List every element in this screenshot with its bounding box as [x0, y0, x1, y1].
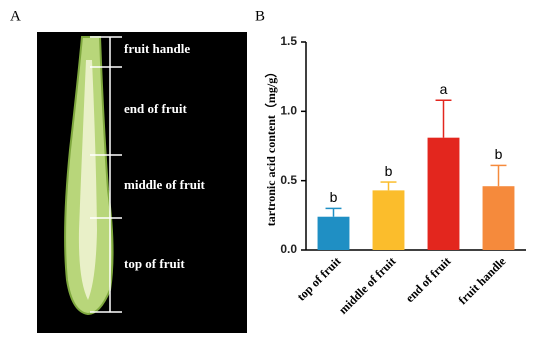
panel-label: B — [255, 8, 265, 24]
bar — [317, 216, 350, 250]
y-tick-label: 1.5 — [280, 34, 297, 48]
significance-label: b — [330, 189, 338, 205]
photo-label: fruit handle — [124, 41, 190, 56]
x-tick-label: top of fruit — [294, 254, 343, 303]
bar — [482, 186, 515, 250]
y-tick-label: 1.0 — [280, 104, 297, 118]
bar — [427, 137, 460, 250]
photo-markers — [90, 36, 122, 313]
photo-label: top of fruit — [124, 256, 185, 271]
photo-label: end of fruit — [124, 101, 188, 116]
panel-label: A — [10, 8, 21, 24]
photo-label: middle of fruit — [124, 177, 206, 192]
x-tick-label: fruit handle — [456, 254, 510, 308]
y-tick-label: 0.5 — [280, 173, 297, 187]
bar — [372, 190, 405, 250]
significance-label: b — [385, 163, 393, 179]
y-tick-label: 0.0 — [280, 242, 297, 256]
significance-label: a — [440, 81, 448, 97]
x-tick-label: middle of fruit — [336, 254, 399, 317]
x-tick-label: end of fruit — [403, 254, 454, 305]
significance-label: b — [495, 146, 503, 162]
y-axis-label: tartronic acid content（mg/g） — [263, 66, 278, 226]
fruit-core — [78, 60, 97, 300]
